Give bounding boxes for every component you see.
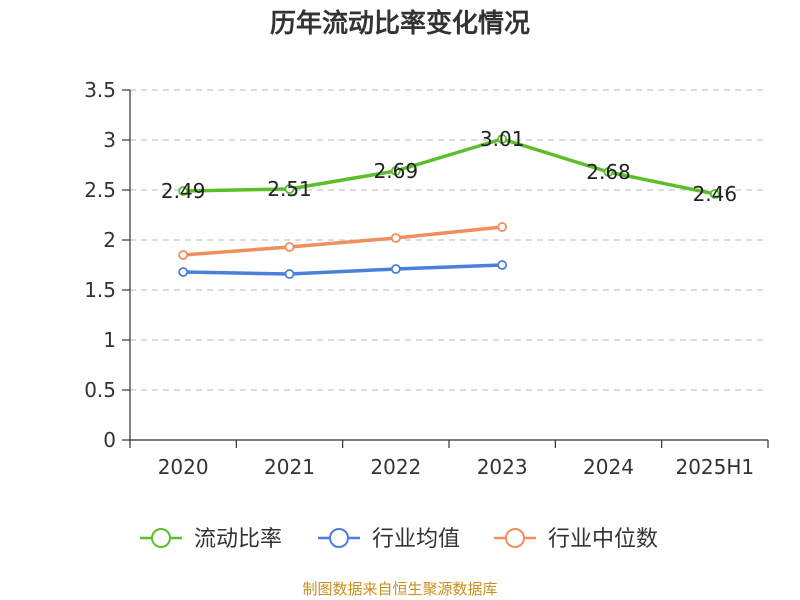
x-tick-label: 2021: [264, 455, 315, 479]
data-point: [178, 186, 189, 196]
series-line: [181, 137, 717, 196]
data-point: [178, 250, 189, 260]
data-point: [390, 233, 401, 243]
x-tick-label: 2024: [583, 455, 634, 479]
plot-area: [178, 134, 720, 279]
data-label: 2.46: [693, 182, 738, 206]
data-label: 2.49: [161, 179, 206, 203]
legend-marker: [329, 528, 349, 548]
data-point: [603, 167, 614, 177]
data-point: [390, 166, 401, 176]
data-label: 3.01: [480, 127, 525, 151]
data-point: [178, 267, 189, 277]
y-tick-label: 1.5: [84, 278, 116, 302]
x-tick-label: 2025H1: [675, 455, 754, 479]
data-point: [497, 222, 508, 232]
data-label: 2.51: [267, 177, 312, 201]
source-note: 制图数据来自恒生聚源数据库: [302, 580, 497, 598]
y-tick-label: 3: [103, 128, 116, 152]
legend-marker: [151, 528, 171, 548]
legend-label: 流动比率: [194, 527, 282, 552]
legend-marker: [505, 528, 525, 548]
x-tick-label: 2023: [477, 455, 528, 479]
data-point: [497, 260, 508, 270]
data-label: 2.69: [374, 159, 419, 183]
grid: [130, 89, 768, 391]
data-point: [390, 264, 401, 274]
chart-title: 历年流动比率变化情况: [270, 8, 530, 39]
y-tick-label: 2.5: [84, 178, 116, 202]
y-tick-label: 0.5: [84, 378, 116, 402]
y-tick-label: 2: [103, 228, 116, 252]
data-point: [284, 242, 295, 252]
data-label: 2.68: [586, 160, 631, 184]
legend: 流动比率 行业均值 行业中位数: [140, 527, 658, 552]
legend-label: 行业均值: [372, 527, 460, 552]
series-line: [181, 225, 504, 257]
x-tick-label: 2022: [370, 455, 421, 479]
x-tick-label: 2020: [158, 455, 209, 479]
data-point: [284, 184, 295, 194]
data-point: [497, 134, 508, 144]
data-point: [709, 189, 720, 199]
y-tick-label: 0: [103, 428, 116, 452]
data-labels: 2.49 2.51 2.69 3.01 2.68 2.46: [161, 127, 737, 206]
y-tick-label: 3.5: [84, 78, 116, 102]
data-point: [284, 269, 295, 279]
axes: 0 0.5 1 1.5 2 2.5 3 3.5 2020 2021 2022 2023 2024 2025…: [84, 78, 769, 479]
series-line: [181, 263, 504, 276]
y-tick-label: 1: [103, 328, 116, 352]
legend-label: 行业中位数: [548, 527, 658, 552]
